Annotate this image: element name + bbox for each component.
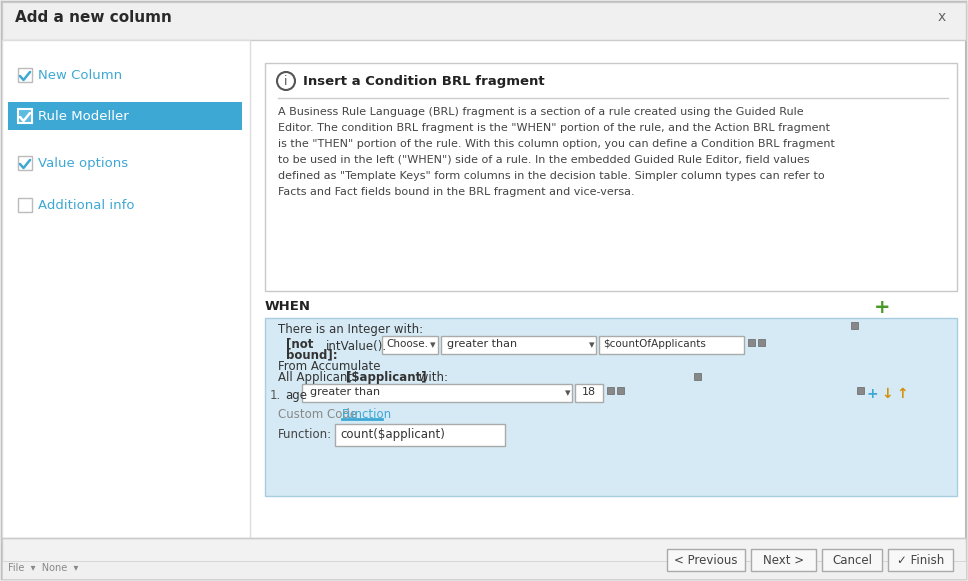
Text: WHEN: WHEN [265, 300, 311, 313]
Text: ↑: ↑ [896, 387, 908, 401]
Bar [382, 336, 438, 354]
Text: Next >: Next > [763, 554, 804, 566]
Text: ✓ Finish: ✓ Finish [897, 554, 944, 566]
Bar [441, 336, 596, 354]
Text: New Column: New Column [38, 69, 122, 82]
Bar [748, 339, 755, 346]
Text: Rule Modeller: Rule Modeller [38, 110, 129, 123]
Bar [2, 561, 966, 579]
Bar [667, 549, 745, 571]
Text: i: i [285, 75, 287, 88]
Text: Function:: Function: [278, 428, 332, 441]
Text: All Applicant: All Applicant [278, 371, 356, 384]
Bar [18, 198, 32, 212]
Bar [2, 40, 250, 543]
Text: < Previous: < Previous [675, 554, 738, 566]
Bar [751, 549, 816, 571]
Text: ▾: ▾ [430, 340, 436, 350]
Text: ▾: ▾ [565, 388, 571, 398]
Bar [599, 336, 744, 354]
Bar [851, 322, 858, 329]
Text: greater than: greater than [447, 339, 517, 349]
Text: Value options: Value options [38, 157, 128, 170]
Text: intValue().: intValue(). [326, 340, 387, 353]
Text: defined as "Template Keys" form columns in the decision table. Simpler column ty: defined as "Template Keys" form columns … [278, 171, 825, 181]
Bar [617, 387, 624, 394]
Text: 18: 18 [582, 387, 596, 397]
Text: is the "THEN" portion of the rule. With this column option, you can define a Con: is the "THEN" portion of the rule. With … [278, 139, 834, 149]
Bar [857, 387, 864, 394]
Text: $countOfApplicants: $countOfApplicants [603, 339, 706, 349]
Text: From Accumulate: From Accumulate [278, 360, 380, 373]
Bar [607, 387, 614, 394]
Text: +: + [874, 298, 891, 317]
Bar [888, 549, 953, 571]
Bar [335, 424, 505, 446]
Bar [8, 102, 242, 130]
Bar [694, 373, 701, 380]
Circle shape [277, 72, 295, 90]
Bar [758, 339, 765, 346]
Text: There is an Integer with:: There is an Integer with: [278, 323, 423, 336]
Bar [822, 549, 882, 571]
Bar [265, 63, 957, 291]
Text: [not: [not [286, 337, 314, 350]
Text: Editor. The condition BRL fragment is the "WHEN" portion of the rule, and the Ac: Editor. The condition BRL fragment is th… [278, 123, 830, 133]
Bar [18, 109, 32, 123]
Bar [575, 384, 603, 402]
Text: Add a new column: Add a new column [15, 10, 172, 25]
Text: ▾: ▾ [590, 340, 594, 350]
Text: Insert a Condition BRL fragment: Insert a Condition BRL fragment [303, 75, 545, 88]
Bar [2, 538, 966, 579]
Bar [18, 156, 32, 170]
Text: Choose.: Choose. [386, 339, 428, 349]
Text: Function: Function [342, 408, 392, 421]
Text: Custom Code: Custom Code [278, 408, 357, 421]
Text: count($applicant): count($applicant) [340, 428, 445, 441]
Text: Additional info: Additional info [38, 199, 135, 212]
Bar [18, 68, 32, 82]
Text: +: + [866, 387, 878, 401]
Text: bound]:: bound]: [286, 348, 338, 361]
Text: to be used in the left ("WHEN") side of a rule. In the embedded Guided Rule Edit: to be used in the left ("WHEN") side of … [278, 155, 809, 165]
Text: 1.: 1. [270, 389, 282, 402]
Bar [265, 318, 957, 496]
Text: Facts and Fact fields bound in the BRL fragment and vice-versa.: Facts and Fact fields bound in the BRL f… [278, 187, 635, 197]
Text: with:: with: [415, 371, 448, 384]
Text: File  ▾  None  ▾: File ▾ None ▾ [8, 563, 78, 573]
Text: age: age [285, 389, 307, 402]
Bar [302, 384, 572, 402]
Text: greater than: greater than [310, 387, 380, 397]
Text: Cancel: Cancel [832, 554, 872, 566]
Text: A Business Rule Language (BRL) fragment is a section of a rule created using the: A Business Rule Language (BRL) fragment … [278, 107, 803, 117]
Text: [$applicant]: [$applicant] [346, 371, 427, 384]
Bar [2, 2, 966, 40]
Text: ↓: ↓ [881, 387, 892, 401]
Text: x: x [938, 10, 946, 24]
